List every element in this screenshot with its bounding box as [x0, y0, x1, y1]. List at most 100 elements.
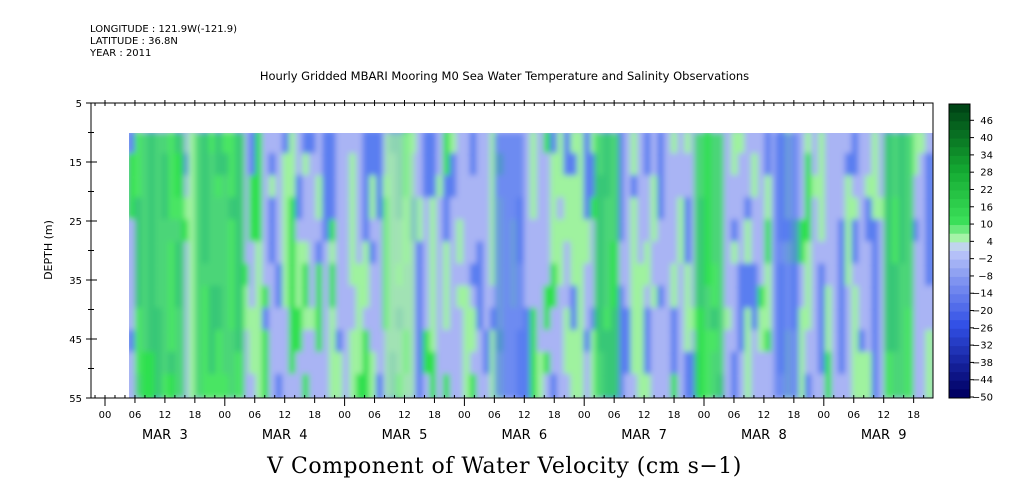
heatmap-cell	[764, 263, 774, 290]
heatmap-cell	[536, 133, 546, 158]
heatmap-cell	[757, 351, 767, 378]
heatmap-cell	[650, 175, 660, 202]
latitude-label: LATITUDE : 36.8N	[90, 36, 178, 47]
heatmap-cell	[851, 373, 861, 398]
heatmap-cell	[811, 373, 821, 398]
heatmap-cell	[851, 219, 861, 246]
heatmap-cell	[282, 133, 291, 158]
heatmap-cell	[436, 133, 445, 158]
heatmap-cell	[918, 133, 928, 158]
heatmap-cell	[643, 263, 653, 290]
heatmap-cell	[878, 329, 888, 356]
heatmap-cell	[630, 285, 640, 312]
heatmap-cell	[583, 241, 593, 268]
colorbar-label: −50	[972, 393, 993, 404]
heatmap-cell	[878, 373, 888, 398]
heatmap-cell	[670, 329, 680, 356]
heatmap-cell	[181, 307, 191, 334]
heatmap-cell	[342, 175, 352, 202]
heatmap-cell	[677, 351, 687, 378]
heatmap-cell	[268, 219, 278, 246]
heatmap-cell	[329, 263, 338, 290]
heatmap-cell	[925, 373, 933, 398]
heatmap-cell	[824, 373, 834, 398]
heatmap-cell	[911, 373, 921, 398]
heatmap-cell	[362, 175, 372, 202]
heatmap-cell	[302, 373, 311, 398]
heatmap-cell	[757, 329, 767, 356]
heatmap-cell	[329, 175, 338, 202]
heatmap-cell	[871, 285, 881, 312]
heatmap-cell	[181, 285, 191, 312]
heatmap-cell	[858, 329, 867, 356]
heatmap-cell	[664, 285, 673, 312]
heatmap-cell	[811, 351, 821, 378]
heatmap-cell	[550, 241, 559, 268]
heatmap-cell	[469, 175, 479, 202]
heatmap-cell	[442, 219, 452, 246]
heatmap-cell	[422, 153, 432, 180]
heatmap-cell	[684, 263, 693, 290]
heatmap-cell	[925, 351, 933, 378]
heatmap-cell	[744, 197, 754, 224]
heatmap-cell	[751, 133, 760, 158]
heatmap-cell	[463, 329, 472, 356]
heatmap-cell	[322, 175, 331, 202]
heatmap-cell	[523, 133, 532, 158]
heatmap-cell	[302, 241, 311, 268]
heatmap-cell	[483, 219, 492, 246]
heatmap-cell	[865, 219, 874, 246]
heatmap-cell	[422, 219, 432, 246]
heatmap-cell	[335, 307, 345, 334]
heatmap-cell	[349, 373, 358, 398]
heatmap-cell	[442, 285, 452, 312]
heatmap-cell	[858, 241, 867, 268]
heatmap-cell	[523, 373, 532, 398]
heatmap-cell	[858, 133, 867, 158]
heatmap-cell	[355, 351, 365, 378]
heatmap-cell	[824, 175, 834, 202]
heatmap-cell	[630, 307, 640, 334]
heatmap-cell	[288, 307, 298, 334]
heatmap-cell	[342, 307, 352, 334]
heatmap-cell	[838, 263, 847, 290]
heatmap-cell	[436, 153, 445, 180]
heatmap-cell	[643, 307, 653, 334]
heatmap-cell	[275, 307, 285, 334]
heatmap-cell	[288, 329, 298, 356]
colorbar-swatch	[949, 155, 970, 165]
x-tick-label: 00	[99, 410, 112, 421]
heatmap-cell	[831, 351, 841, 378]
heatmap-cell	[442, 197, 452, 224]
heatmap-cell	[416, 197, 425, 224]
heatmap-cell	[851, 263, 861, 290]
heatmap-cell	[308, 351, 318, 378]
heatmap-cell	[556, 175, 566, 202]
heatmap-cell	[349, 351, 358, 378]
heatmap-cell	[456, 197, 465, 224]
heatmap-cell	[831, 373, 841, 398]
heatmap-cell	[355, 329, 365, 356]
heatmap-cell	[129, 197, 137, 224]
x-tick-label: 18	[308, 410, 321, 421]
heatmap-cell	[858, 219, 867, 246]
heatmap-cell	[563, 197, 573, 224]
heatmap-cell	[737, 175, 747, 202]
heatmap-cell	[463, 307, 472, 334]
heatmap-cell	[315, 329, 325, 356]
heatmap-cell	[583, 285, 593, 312]
heatmap-cell	[576, 307, 586, 334]
heatmap-cell	[248, 329, 258, 356]
heatmap-cell	[322, 219, 331, 246]
heatmap-cell	[650, 153, 660, 180]
heatmap-cell	[530, 351, 539, 378]
heatmap-cell	[831, 285, 841, 312]
heatmap-cell	[623, 263, 633, 290]
heatmap-cell	[657, 219, 666, 246]
heatmap-cell	[308, 329, 318, 356]
heatmap-cell	[650, 307, 660, 334]
heatmap-cell	[630, 153, 640, 180]
heatmap-cell	[865, 197, 874, 224]
heatmap-cell	[476, 197, 486, 224]
heatmap-cell	[536, 175, 546, 202]
